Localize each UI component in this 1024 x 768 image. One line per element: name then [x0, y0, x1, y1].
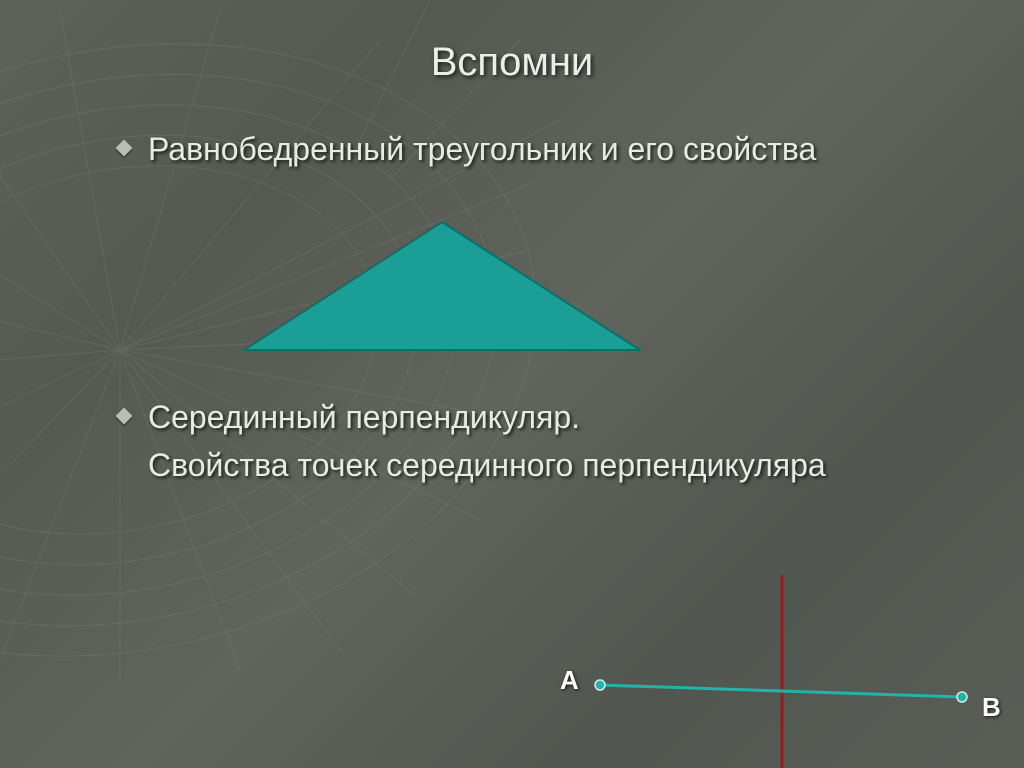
slide-title: Вспомни [0, 40, 1024, 85]
label-b: В [982, 692, 1001, 723]
bullet-item-2: Серединный перпендикуляр. [118, 396, 580, 439]
bullet-text-2: Серединный перпендикуляр. [148, 396, 580, 439]
point-a [595, 680, 605, 690]
point-b [957, 692, 967, 702]
isosceles-triangle [242, 220, 642, 354]
bullet-text-1: Равнобедренный треугольник и его свойств… [148, 128, 816, 171]
bullet-marker-icon [116, 408, 133, 425]
subtext: Свойства точек серединного перпендикуляр… [148, 444, 826, 487]
slide: Вспомни Равнобедренный треугольник и его… [0, 0, 1024, 768]
perpendicular-bisector-diagram [560, 560, 980, 768]
label-a: А [560, 665, 579, 696]
bullet-marker-icon [116, 140, 133, 157]
bullet-item-1: Равнобедренный треугольник и его свойств… [118, 128, 816, 171]
